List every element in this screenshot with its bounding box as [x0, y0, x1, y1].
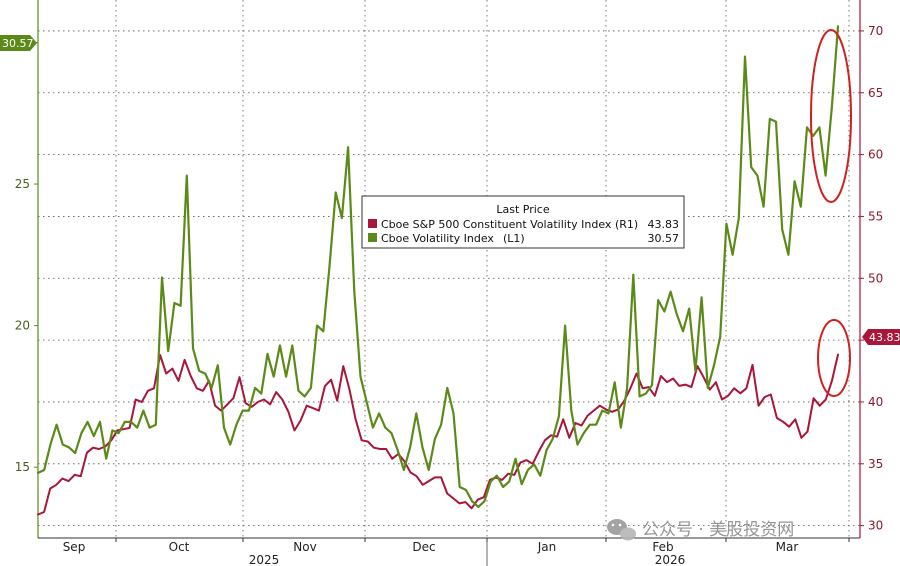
right-tick-label-2: 40	[868, 395, 883, 409]
spx-constituent-spike-highlight	[817, 319, 851, 397]
legend-box	[361, 195, 685, 249]
x-tick-label-nov: Nov	[293, 540, 316, 554]
left-last-badge: 30.57	[0, 35, 37, 51]
wechat-icon	[607, 519, 636, 541]
x-year-label-0: 2025	[249, 553, 280, 566]
watermark: 公众号 · 美股投资网	[607, 519, 794, 541]
watermark-text: 公众号 · 美股投资网	[642, 520, 794, 540]
right-tick-label-1: 35	[868, 457, 883, 471]
vix-series-line	[36, 25, 840, 508]
grid	[38, 0, 860, 538]
axes: 15202530303540455055606570SepOctNovDecJa…	[15, 0, 883, 566]
legend-title: Last Price	[496, 203, 549, 216]
right-last-badge: 43.83	[862, 329, 900, 345]
x-tick-label-dec: Dec	[412, 540, 435, 554]
vix-spike-highlight	[810, 29, 852, 203]
left-tick-label-0: 15	[15, 460, 30, 474]
x-tick-label-feb: Feb	[652, 540, 673, 554]
right-tick-label-4: 50	[868, 271, 883, 285]
legend-swatch-vix	[368, 233, 377, 242]
right-tick-label-0: 30	[868, 519, 883, 533]
highlight-layer	[810, 29, 852, 397]
right-tick-label-8: 70	[868, 24, 883, 38]
right-last-value: 43.83	[869, 331, 900, 344]
right-tick-label-6: 60	[868, 148, 883, 162]
legend-entry-spx-constituent-name: Cboe S&P 500 Constituent Volatility Inde…	[381, 218, 612, 231]
right-tick-label-5: 55	[868, 209, 883, 223]
x-tick-label-mar: Mar	[776, 540, 799, 554]
legend-entry-vix-axis: (L1)	[503, 232, 525, 245]
left-tick-label-1: 20	[15, 319, 30, 333]
x-tick-label-sep: Sep	[63, 540, 86, 554]
left-last-value: 30.57	[2, 37, 34, 50]
x-tick-label-oct: Oct	[169, 540, 190, 554]
legend-entry-vix-last: 30.57	[648, 232, 680, 245]
left-tick-label-2: 25	[15, 177, 30, 191]
series-layer	[36, 25, 840, 516]
x-year-label-1: 2026	[655, 553, 686, 566]
legend-entry-spx-constituent-last: 43.83	[648, 218, 680, 231]
spx-constituent-series-line	[37, 353, 839, 516]
right-tick-label-7: 65	[868, 86, 883, 100]
x-tick-label-jan: Jan	[537, 540, 557, 554]
legend-swatch-spx-constituent	[368, 219, 377, 228]
legend: Last Price Cboe S&P 500 Constituent Vola…	[361, 195, 685, 249]
legend-entry-vix-name: Cboe Volatility Index	[381, 232, 494, 245]
legend-entry-spx-constituent-axis: (R1)	[615, 218, 638, 231]
